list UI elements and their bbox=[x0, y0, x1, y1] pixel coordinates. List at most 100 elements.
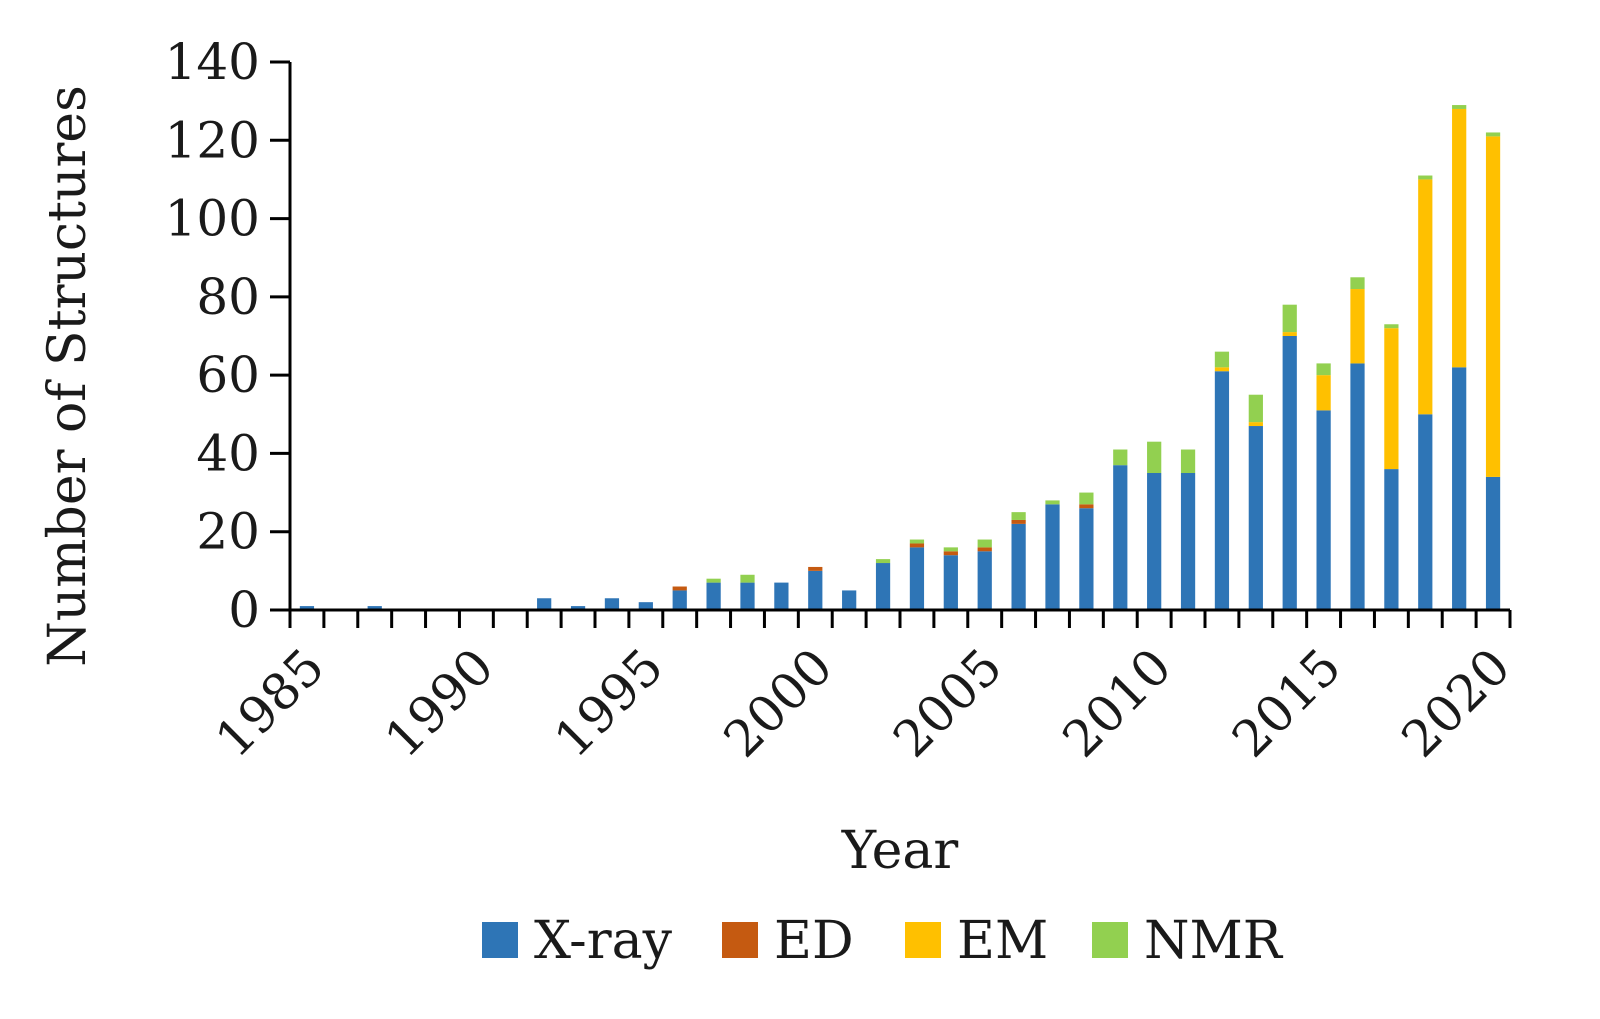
bar-em-2014 bbox=[1282, 332, 1297, 336]
x-tick-label-1985: 1985 bbox=[204, 637, 335, 768]
legend-label-em: EM bbox=[957, 911, 1048, 971]
bar-em-2013 bbox=[1248, 422, 1263, 427]
legend: X-ray ED EM NMR bbox=[482, 911, 1284, 971]
bar-x-ray-2016 bbox=[1350, 363, 1365, 610]
x-tick-label-2000: 2000 bbox=[713, 637, 844, 768]
bar-nmr-2007 bbox=[1045, 500, 1060, 505]
bar-x-ray-2019 bbox=[1452, 367, 1467, 610]
bar-em-2018 bbox=[1418, 179, 1433, 415]
bar-ed-2004 bbox=[943, 551, 958, 556]
bar-x-ray-2018 bbox=[1418, 414, 1433, 610]
bar-nmr-2004 bbox=[943, 547, 958, 552]
bar-x-ray-2015 bbox=[1316, 410, 1331, 610]
bar-x-ray-2003 bbox=[909, 547, 925, 610]
bar-nmr-2017 bbox=[1384, 324, 1399, 329]
bar-ed-2008 bbox=[1079, 504, 1094, 509]
bar-nmr-2014 bbox=[1282, 304, 1297, 333]
y-tick-label-0: 0 bbox=[228, 581, 260, 639]
bar-x-ray-2007 bbox=[1045, 504, 1060, 610]
bar-nmr-2010 bbox=[1147, 441, 1162, 473]
bar-em-2019 bbox=[1452, 108, 1467, 368]
legend-swatch-em bbox=[905, 922, 941, 958]
bar-ed-2003 bbox=[909, 543, 925, 548]
x-axis-ticks: 1985 1990 1995 2000 2005 2010 2015 2020 bbox=[204, 610, 1522, 768]
y-tick-label-100: 100 bbox=[165, 190, 260, 248]
bar-em-2015 bbox=[1316, 375, 1331, 411]
y-tick-label-40: 40 bbox=[196, 424, 260, 482]
legend-label-nmr: NMR bbox=[1144, 911, 1284, 971]
bar-ed-2005 bbox=[977, 547, 992, 552]
bar-x-ray-2004 bbox=[943, 555, 958, 610]
bar-nmr-2008 bbox=[1079, 492, 1094, 505]
bar-x-ray-2006 bbox=[1011, 523, 1026, 610]
y-axis-title: Number of Structures bbox=[38, 85, 98, 667]
bar-nmr-2002 bbox=[875, 559, 891, 564]
bar-ed-2006 bbox=[1011, 519, 1026, 524]
bar-x-ray-1987 bbox=[367, 606, 382, 610]
x-tick-label-2010: 2010 bbox=[1052, 637, 1183, 768]
bar-x-ray-1993 bbox=[570, 606, 586, 610]
y-tick-label-140: 140 bbox=[165, 33, 260, 91]
bar-x-ray-1992 bbox=[537, 598, 552, 610]
bar-x-ray-1997 bbox=[706, 582, 721, 610]
bar-x-ray-2020 bbox=[1485, 476, 1501, 610]
legend-swatch-nmr bbox=[1092, 922, 1128, 958]
legend-swatch-ed bbox=[722, 922, 758, 958]
bar-nmr-2018 bbox=[1418, 175, 1433, 180]
bar-x-ray-1999 bbox=[774, 582, 789, 610]
bar-x-ray-2005 bbox=[977, 551, 992, 610]
bar-x-ray-1985 bbox=[299, 606, 315, 610]
bar-nmr-1997 bbox=[706, 578, 721, 583]
bar-nmr-2011 bbox=[1180, 449, 1196, 473]
bar-em-2020 bbox=[1485, 136, 1501, 477]
bar-em-2017 bbox=[1384, 328, 1399, 470]
bar-x-ray-2000 bbox=[808, 570, 823, 610]
bar-x-ray-1994 bbox=[604, 598, 620, 610]
x-tick-label-1995: 1995 bbox=[543, 637, 674, 768]
bars-group bbox=[299, 105, 1501, 610]
bar-nmr-2015 bbox=[1316, 363, 1331, 376]
bar-x-ray-2008 bbox=[1079, 508, 1094, 610]
y-tick-label-60: 60 bbox=[196, 346, 260, 404]
bar-nmr-2016 bbox=[1350, 277, 1365, 290]
bar-x-ray-2013 bbox=[1248, 426, 1263, 610]
bar-nmr-2009 bbox=[1113, 449, 1128, 466]
bar-nmr-1998 bbox=[740, 574, 755, 583]
y-axis-ticks: 0 20 40 60 80 100 120 140 bbox=[165, 33, 290, 639]
bar-nmr-2006 bbox=[1011, 512, 1026, 520]
bar-x-ray-2001 bbox=[842, 590, 857, 610]
bar-em-2012 bbox=[1214, 367, 1230, 372]
y-tick-label-120: 120 bbox=[165, 111, 260, 169]
bar-x-ray-1996 bbox=[672, 590, 687, 610]
bar-nmr-2020 bbox=[1485, 132, 1501, 137]
x-tick-label-1990: 1990 bbox=[374, 637, 505, 768]
x-tick-label-2015: 2015 bbox=[1221, 637, 1352, 768]
bar-x-ray-2017 bbox=[1384, 469, 1399, 610]
bar-x-ray-2009 bbox=[1113, 465, 1128, 610]
x-tick-label-2005: 2005 bbox=[882, 637, 1013, 768]
bar-x-ray-2012 bbox=[1214, 371, 1230, 610]
bar-x-ray-1995 bbox=[638, 602, 653, 610]
bar-nmr-2019 bbox=[1452, 105, 1467, 109]
bar-x-ray-2014 bbox=[1282, 336, 1297, 610]
bar-nmr-2003 bbox=[909, 539, 925, 544]
legend-swatch-x-ray bbox=[482, 922, 518, 958]
bar-nmr-2012 bbox=[1214, 351, 1230, 368]
bar-nmr-2005 bbox=[977, 539, 992, 548]
bar-x-ray-2010 bbox=[1147, 473, 1162, 610]
bar-x-ray-2002 bbox=[875, 563, 891, 610]
y-tick-label-80: 80 bbox=[196, 268, 260, 326]
x-tick-label-2020: 2020 bbox=[1391, 637, 1522, 768]
y-tick-label-20: 20 bbox=[196, 503, 260, 561]
bar-ed-1996 bbox=[672, 586, 687, 591]
bar-nmr-2013 bbox=[1248, 394, 1263, 423]
bar-em-2016 bbox=[1350, 289, 1365, 364]
x-axis-title: Year bbox=[841, 821, 959, 881]
bar-x-ray-2011 bbox=[1180, 473, 1196, 610]
bar-x-ray-1998 bbox=[740, 582, 755, 610]
legend-label-ed: ED bbox=[774, 911, 854, 971]
bar-ed-2000 bbox=[808, 566, 823, 571]
legend-label-x-ray: X-ray bbox=[534, 911, 673, 971]
